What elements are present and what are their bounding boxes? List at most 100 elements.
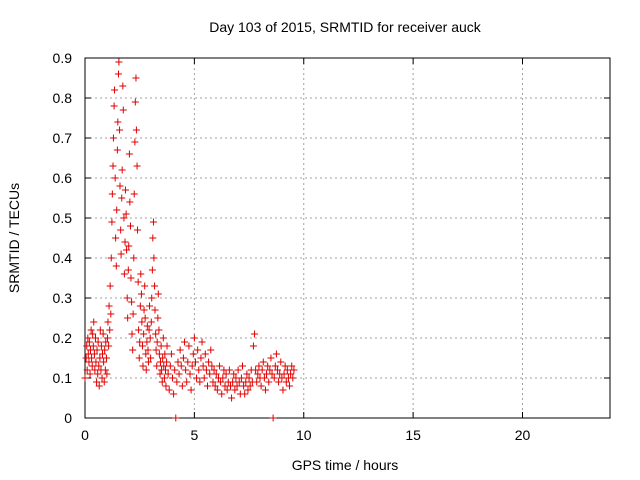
data-point <box>110 102 118 110</box>
data-point <box>280 370 288 378</box>
data-point <box>100 378 108 386</box>
data-point <box>117 226 125 234</box>
data-point <box>141 314 149 322</box>
data-point <box>123 246 131 254</box>
data-point <box>255 362 263 370</box>
data-point <box>127 274 135 282</box>
data-point <box>159 354 167 362</box>
data-point <box>125 150 133 158</box>
data-point <box>93 346 101 354</box>
y-tick-label: 0.4 <box>53 250 73 266</box>
data-point <box>111 86 119 94</box>
data-point <box>229 378 237 386</box>
data-point <box>114 70 122 78</box>
data-point <box>219 374 227 382</box>
data-point <box>116 126 124 134</box>
data-point <box>260 374 268 382</box>
data-point <box>83 366 91 374</box>
data-point <box>144 358 152 366</box>
data-point <box>96 354 104 362</box>
data-point <box>196 378 204 386</box>
data-point <box>167 350 175 358</box>
data-point <box>176 346 184 354</box>
data-point <box>195 366 203 374</box>
data-point <box>204 382 211 390</box>
data-point <box>133 162 141 170</box>
data-point <box>101 366 109 374</box>
data-point <box>136 302 144 310</box>
data-point <box>177 362 185 370</box>
data-point <box>272 350 280 358</box>
data-point <box>89 342 97 350</box>
data-point <box>201 350 209 358</box>
data-point <box>102 338 110 346</box>
data-point <box>251 330 259 338</box>
data-point <box>152 346 160 354</box>
data-point <box>124 314 132 322</box>
data-point <box>166 362 174 370</box>
data-point <box>103 370 111 378</box>
data-point <box>267 354 275 362</box>
data-point <box>121 238 129 246</box>
data-point <box>246 382 254 390</box>
data-point <box>96 326 104 334</box>
data-point <box>179 354 187 362</box>
y-tick-label: 0.6 <box>53 170 73 186</box>
y-tick-label: 0 <box>64 410 72 426</box>
data-point <box>188 362 196 370</box>
data-point <box>242 378 250 386</box>
data-point <box>169 374 176 382</box>
data-point <box>200 374 208 382</box>
data-point <box>83 342 91 350</box>
data-point <box>107 310 115 318</box>
data-point <box>156 370 164 378</box>
data-point <box>137 290 145 298</box>
data-point <box>100 358 108 366</box>
data-point <box>127 222 134 230</box>
data-point <box>268 370 276 378</box>
data-point <box>135 354 143 362</box>
data-point <box>84 350 92 358</box>
data-point <box>231 386 239 394</box>
y-axis-label: SRMTID / TECUs <box>6 183 22 293</box>
x-tick-label: 0 <box>81 427 89 443</box>
data-point <box>253 378 261 386</box>
data-point <box>162 382 170 390</box>
y-tick-label: 0.8 <box>53 90 73 106</box>
data-point <box>210 366 218 374</box>
data-point <box>174 358 182 366</box>
data-point <box>111 174 119 182</box>
data-point <box>148 294 156 302</box>
data-point <box>117 250 125 258</box>
data-points <box>81 58 298 422</box>
x-axis-label: GPS time / hours <box>292 457 399 473</box>
data-point <box>85 338 93 346</box>
data-point <box>156 358 164 366</box>
data-point <box>243 370 251 378</box>
data-point <box>265 378 273 386</box>
data-point <box>222 370 230 378</box>
data-point <box>199 362 207 370</box>
data-point <box>218 390 226 398</box>
data-point <box>150 254 158 262</box>
data-point <box>211 382 219 390</box>
data-point <box>278 374 286 382</box>
data-point <box>87 326 95 334</box>
data-point <box>139 362 147 370</box>
data-point <box>173 378 181 386</box>
data-point <box>275 378 283 386</box>
data-point <box>121 186 129 194</box>
data-point <box>198 338 206 346</box>
data-point <box>160 362 168 370</box>
data-point <box>163 342 171 350</box>
data-point <box>81 374 89 382</box>
data-point <box>118 194 126 202</box>
data-point <box>258 366 266 374</box>
data-point <box>134 278 142 286</box>
data-point <box>86 370 94 378</box>
data-point <box>266 366 274 374</box>
data-point <box>92 358 100 366</box>
data-point <box>240 382 248 390</box>
data-point <box>193 374 201 382</box>
